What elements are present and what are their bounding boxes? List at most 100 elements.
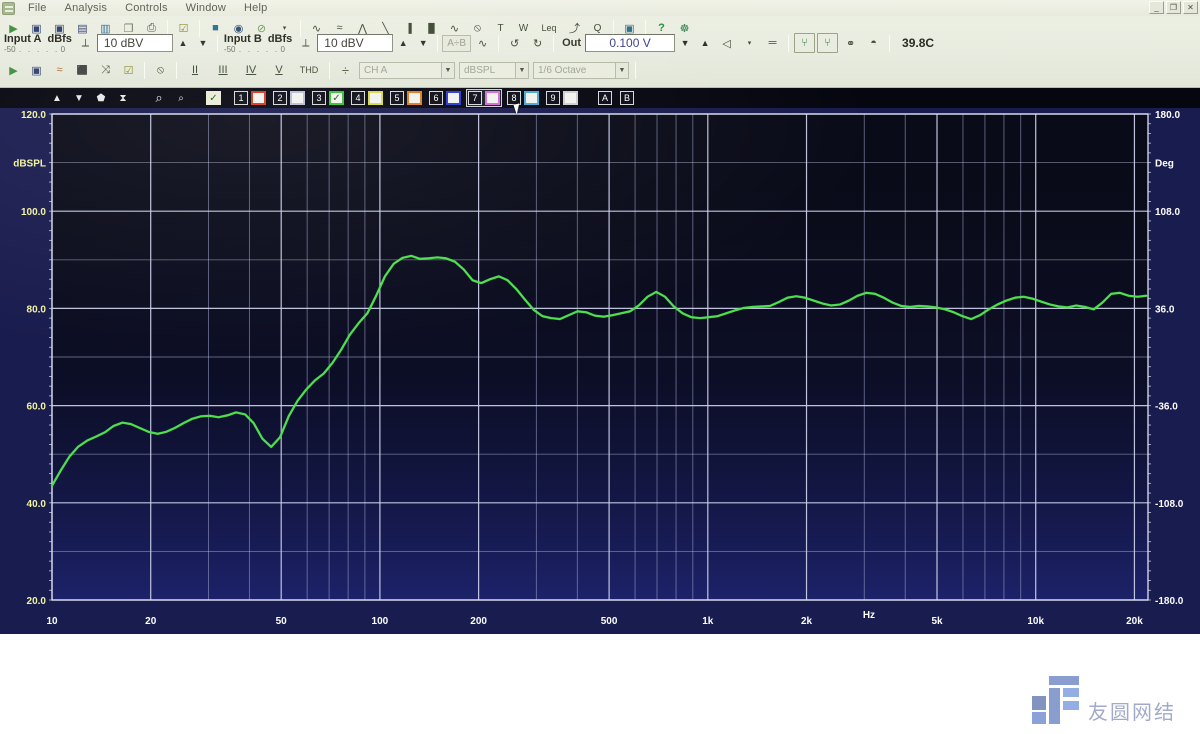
mic-icon[interactable]: ◓	[870, 37, 877, 49]
trace-number-3[interactable]: 3	[312, 91, 326, 105]
fit-vertical-icon[interactable]: ⬟	[96, 92, 106, 104]
trace-toggle-9[interactable]: 9	[545, 90, 579, 106]
speaker-dropdown-icon[interactable]: ▾	[747, 40, 752, 47]
loop-right-icon[interactable]: ↻	[532, 37, 543, 50]
trace-color-swatch-2[interactable]	[290, 91, 305, 105]
hourglass-icon[interactable]: ⧗	[119, 92, 127, 104]
open-icon[interactable]: ▶	[9, 22, 18, 35]
channel-select[interactable]: CH A ▼	[359, 61, 455, 79]
trace-color-swatch-8[interactable]	[524, 91, 539, 105]
qc-icon[interactable]: Q	[593, 22, 602, 34]
restore-button[interactable]: ❐	[1166, 1, 1181, 14]
rta-icon[interactable]: █	[428, 23, 435, 33]
histogram-icon[interactable]: ▐	[405, 23, 412, 33]
input-b-range-field[interactable]: 10 dBV	[317, 34, 394, 52]
chevron-down-icon[interactable]: ▼	[441, 62, 454, 78]
trace-number-1[interactable]: 1	[234, 91, 248, 105]
play-icon[interactable]: ▶	[9, 64, 18, 77]
menu-controls[interactable]: Controls	[125, 2, 168, 14]
step-icon[interactable]: ⤴	[569, 23, 580, 35]
probe-b-icon[interactable]: ⑂	[817, 33, 839, 53]
out-up-icon[interactable]: ▲	[700, 38, 710, 48]
help-icon[interactable]: ?	[658, 22, 665, 34]
trace-toggle-1[interactable]: 1	[233, 90, 267, 106]
export-icon[interactable]: ▥	[100, 22, 111, 35]
out-down-icon[interactable]: ▼	[680, 38, 690, 48]
decay-icon[interactable]: ╲	[382, 22, 389, 35]
waveform-icon[interactable]: ∿	[311, 22, 322, 35]
all-traces-toggle[interactable]: ✓	[206, 91, 221, 105]
save-curve-icon[interactable]: ▣	[31, 64, 42, 77]
harmonic-5-button[interactable]: V	[275, 64, 283, 76]
a-over-b-button[interactable]: A÷B	[442, 34, 472, 52]
series-line-0[interactable]	[50, 254, 1148, 487]
trace-color-swatch-5[interactable]	[407, 91, 422, 105]
impulse-icon[interactable]: ⋀	[357, 22, 368, 35]
checklist2-icon[interactable]: ☑	[123, 64, 134, 77]
save-as-icon[interactable]: ▤	[77, 22, 88, 35]
trace-toggle-4[interactable]: 4	[350, 90, 384, 106]
divide-icon[interactable]: ÷	[341, 62, 350, 78]
frequency-response-chart[interactable]: 120.0 100.0 80.0 60.0 40.0 20.0 dBSPL 180.0 108.…	[0, 108, 1200, 634]
menu-analysis[interactable]: Analysis	[64, 2, 108, 14]
trace-color-swatch-7[interactable]	[485, 91, 500, 105]
trace-color-swatch-1[interactable]	[251, 91, 266, 105]
dc-icon[interactable]: ═	[768, 37, 777, 49]
close-button[interactable]: ✕	[1183, 1, 1198, 14]
harmonic-3-button[interactable]: III	[218, 64, 228, 76]
leq-icon[interactable]: Leq	[541, 23, 557, 33]
about-icon[interactable]: ☸	[679, 22, 690, 35]
eraser-icon[interactable]: ⊘	[256, 22, 267, 35]
eraser-dropdown-icon[interactable]: ▾	[282, 25, 287, 32]
speaker-icon[interactable]: ◁	[722, 37, 731, 50]
overlay-icon[interactable]: ≈	[56, 64, 63, 76]
trace-number-7[interactable]: 7	[468, 91, 482, 105]
monitor-icon[interactable]: ■	[212, 22, 219, 34]
copy-icon[interactable]: ❐	[123, 22, 134, 35]
smoothing-select[interactable]: 1/6 Octave ▼	[533, 61, 629, 79]
zoom-out-icon[interactable]: ⌕	[178, 92, 184, 104]
trace-color-swatch-9[interactable]	[563, 91, 578, 105]
trace-number-2[interactable]: 2	[273, 91, 287, 105]
save-icon[interactable]: ▣	[31, 22, 42, 35]
menu-help[interactable]: Help	[243, 2, 268, 14]
unit-select[interactable]: dBSPL ▼	[459, 61, 529, 79]
sine-icon[interactable]: ∿	[449, 22, 460, 35]
trace-number-9[interactable]: 9	[546, 91, 560, 105]
save-all-icon[interactable]: ▣	[54, 22, 65, 35]
menu-file[interactable]: File	[28, 2, 47, 14]
trace-toggle-3[interactable]: 3 ✓	[311, 90, 345, 106]
mic-calibration-icon[interactable]: ⬛	[76, 64, 89, 75]
wf-icon[interactable]: W	[518, 22, 529, 34]
menu-window[interactable]: Window	[185, 2, 226, 14]
probe-a-icon[interactable]: ⑂	[794, 33, 816, 53]
minimize-button[interactable]: _	[1149, 1, 1164, 14]
ruler-icon[interactable]: ⦸	[156, 63, 165, 76]
align-icon[interactable]: ⤨	[101, 63, 110, 76]
trace-color-swatch-3[interactable]: ✓	[329, 91, 344, 105]
trace-toggle-7[interactable]: 7	[466, 89, 502, 107]
out-level-field[interactable]: 0.100 V	[585, 34, 676, 52]
image-icon[interactable]: ▣	[624, 22, 635, 35]
input-b-down-icon[interactable]: ▼	[418, 38, 428, 48]
noise-icon[interactable]: ∿	[477, 37, 488, 50]
trace-number-6[interactable]: 6	[429, 91, 443, 105]
harmonic-2-button[interactable]: II	[191, 64, 199, 76]
checklist-icon[interactable]: ☑	[178, 22, 189, 35]
cursor-b-button[interactable]: B	[620, 91, 634, 105]
trace-toggle-8[interactable]: 8	[506, 90, 540, 106]
input-a-up-icon[interactable]: ▲	[178, 38, 188, 48]
trace-color-swatch-6[interactable]	[446, 91, 461, 105]
scroll-up-icon[interactable]: ▲	[52, 92, 62, 104]
ts-parameters-icon[interactable]: T	[497, 22, 504, 34]
chevron-down-icon[interactable]: ▼	[515, 62, 528, 78]
loop-left-icon[interactable]: ↺	[509, 37, 520, 50]
delta-b-icon[interactable]: ⟂	[302, 36, 310, 49]
zoom-in-icon[interactable]: ⌕	[155, 90, 163, 105]
trace-toggle-2[interactable]: 2	[272, 90, 306, 106]
chevron-down-icon[interactable]: ▼	[615, 62, 628, 78]
scroll-down-icon[interactable]: ▼	[74, 92, 84, 104]
trace-toggle-6[interactable]: 6	[428, 90, 462, 106]
harmonic-4-button[interactable]: IV	[245, 64, 257, 76]
trace-color-swatch-4[interactable]	[368, 91, 383, 105]
